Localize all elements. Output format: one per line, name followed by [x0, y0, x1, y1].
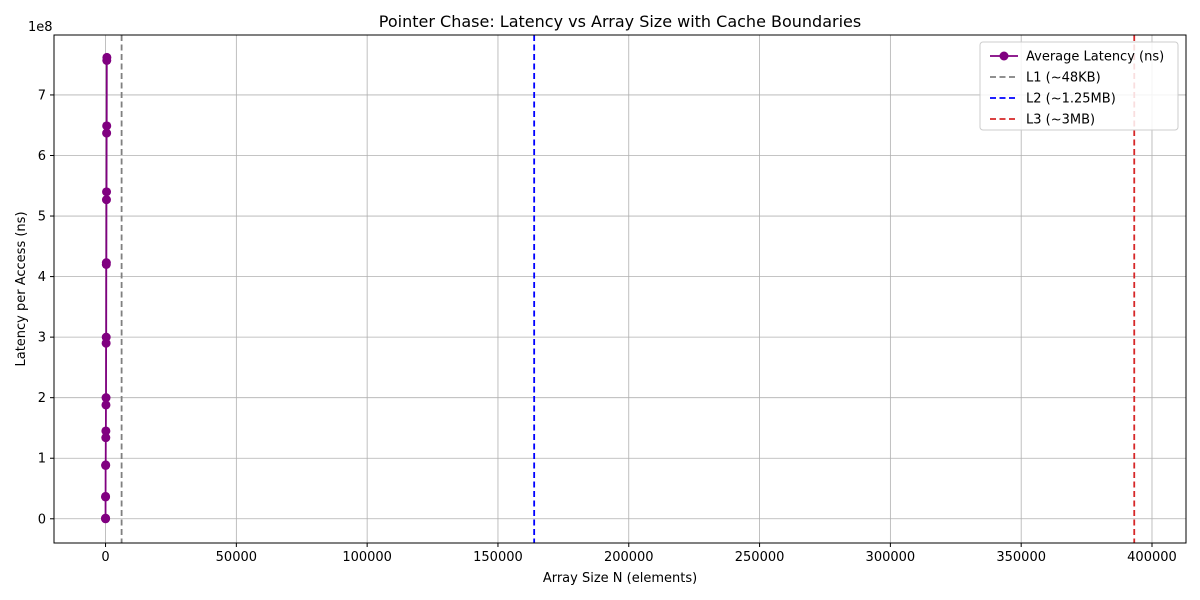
- data-point: [102, 52, 112, 62]
- data-point: [102, 187, 112, 197]
- x-tick-label: 0: [101, 550, 109, 565]
- legend-entry-label: L2 (~1.25MB): [1026, 92, 1116, 107]
- x-tick-label: 300000: [866, 550, 916, 565]
- data-point: [101, 400, 111, 410]
- data-point: [101, 426, 111, 436]
- legend-entry-label: L1 (~48KB): [1026, 71, 1101, 86]
- plot-area-frame: [53, 34, 1187, 544]
- data-point: [101, 393, 111, 403]
- y-axis-ticks: 0 1 2 3 4 5 6 7: [38, 88, 54, 527]
- legend-entry-label: L3 (~3MB): [1026, 113, 1095, 128]
- legend-swatch-marker: [999, 51, 1009, 61]
- y-tick-label: 5: [38, 210, 46, 225]
- data-point: [102, 121, 112, 131]
- data-point: [102, 128, 112, 138]
- series-layer: [101, 52, 112, 524]
- x-tick-label: 50000: [216, 550, 257, 565]
- y-tick-label: 3: [38, 331, 46, 346]
- data-point: [101, 195, 111, 205]
- legend-box: [979, 41, 1179, 131]
- data-point: [101, 332, 111, 342]
- data-point: [101, 433, 111, 443]
- y-tick-label: 1: [38, 452, 46, 467]
- y-tick-label: 0: [38, 512, 46, 527]
- y-tick-label: 4: [38, 270, 46, 285]
- data-point: [101, 491, 111, 501]
- x-tick-label: 250000: [735, 550, 785, 565]
- x-axis-label: Array Size N (elements): [543, 571, 697, 586]
- x-tick-label: 150000: [473, 550, 523, 565]
- data-point: [101, 513, 111, 523]
- chart-title: Pointer Chase: Latency vs Array Size wit…: [379, 12, 861, 31]
- y-tick-label: 6: [38, 149, 46, 164]
- legend: Average Latency (ns) L1 (~48KB) L2 (~1.25M…: [979, 41, 1179, 131]
- x-tick-label: 350000: [996, 550, 1046, 565]
- legend-entry-label: Average Latency (ns): [1026, 50, 1164, 65]
- cache-boundary-lines: [120, 35, 1136, 543]
- data-point: [101, 258, 111, 268]
- x-tick-label: 400000: [1127, 550, 1177, 565]
- y-tick-label: 2: [38, 391, 46, 406]
- x-tick-label: 200000: [604, 550, 654, 565]
- x-axis-ticks: 0 50000 100000 150000 200000 250000 300000 3500…: [101, 543, 1177, 565]
- x-tick-label: 100000: [342, 550, 392, 565]
- data-point: [101, 460, 111, 470]
- y-tick-label: 7: [38, 88, 46, 103]
- y-axis-offset-text: 1e8: [28, 20, 53, 35]
- y-axis-label: Latency per Access (ns): [14, 211, 29, 366]
